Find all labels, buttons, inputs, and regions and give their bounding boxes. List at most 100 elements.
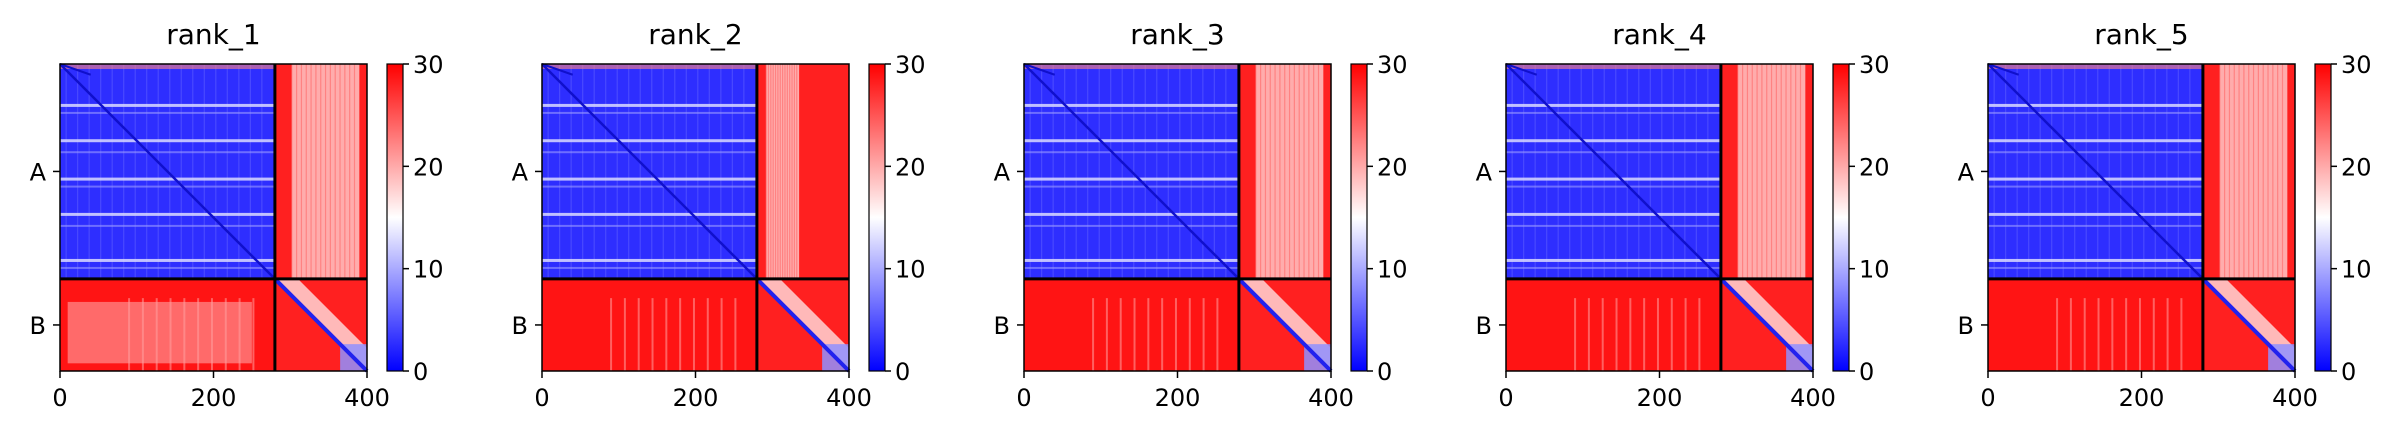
panel-title: rank_3 (1130, 18, 1224, 51)
aa-stripe-faint (1506, 151, 1721, 154)
aa-stripe (1024, 177, 1239, 181)
aa-stripe-faint (60, 266, 275, 269)
aa-stripe (1988, 177, 2203, 181)
aa-stripe-faint (1506, 266, 1721, 269)
aa-stripe (542, 177, 757, 181)
aa-stripe (1506, 177, 1721, 181)
colorbar-tick-label: 20 (413, 153, 444, 181)
colorbar-tick-label: 20 (895, 153, 926, 181)
x-tick-label: 0 (534, 384, 549, 412)
panel-title: rank_4 (1612, 18, 1706, 51)
aa-stripe-faint (1988, 224, 2203, 227)
x-tick-label: 0 (1016, 384, 1031, 412)
aa-stripe-faint (1024, 151, 1239, 154)
aa-stripe (1024, 139, 1239, 143)
aa-stripe-faint (1506, 224, 1721, 227)
y-tick-label-A: A (1476, 158, 1493, 186)
aa-diagonal (541, 63, 758, 280)
aa-stripe (60, 177, 275, 181)
colorbar-tick-label: 10 (895, 256, 926, 284)
aa-diagonal-upper (1987, 63, 2020, 76)
aa-stripe (1988, 212, 2203, 216)
y-tick-label-A: A (1958, 158, 1975, 186)
aa-stripe (1506, 258, 1721, 262)
y-tick-label-B: B (30, 312, 46, 340)
aa-stripe-faint (1988, 185, 2203, 188)
x-tick-label: 200 (673, 384, 719, 412)
aa-stripe-faint (1506, 111, 1721, 114)
aa-stripe-faint (60, 185, 275, 188)
panel-title: rank_5 (2094, 18, 2188, 51)
aa-stripe (542, 103, 757, 107)
aa-stripe (1988, 103, 2203, 107)
bb-diagonal (273, 277, 369, 373)
aa-diagonal-upper (1505, 63, 1538, 76)
aa-stripe-faint (542, 111, 757, 114)
heatmap-panel-4: rank_4 A B 0 200 400 0 10 20 30 (1476, 18, 1890, 412)
aa-stripe-faint (542, 185, 757, 188)
colorbar-tick-label: 10 (1377, 256, 1408, 284)
colorbar-tick-label: 20 (1859, 153, 1890, 181)
aa-diagonal-upper (59, 63, 92, 76)
bb-diagonal (1237, 277, 1333, 373)
colorbar (2314, 63, 2332, 372)
heatmap-panel-5: rank_5 A B 0 200 400 0 10 20 30 (1958, 18, 2372, 412)
y-tick-label-B: B (512, 312, 528, 340)
colorbar-tick-label: 0 (413, 358, 428, 386)
aa-diagonal (1023, 63, 1240, 280)
x-tick-label: 0 (52, 384, 67, 412)
aa-stripe-faint (60, 151, 275, 154)
colorbar-tick-label: 20 (1377, 153, 1408, 181)
block-b-a (1506, 278, 1721, 371)
bb-diagonal (755, 277, 851, 373)
aa-stripe-faint (1024, 266, 1239, 269)
x-tick-label: 200 (1637, 384, 1683, 412)
heatmap-panel-1: rank_1 A B 0 200 400 0 10 20 30 (30, 18, 444, 412)
colorbar-tick-label: 0 (895, 358, 910, 386)
colorbar-tick-label: 30 (1859, 51, 1890, 79)
x-tick-label: 200 (1155, 384, 1201, 412)
colorbar-tick-label: 10 (1859, 256, 1890, 284)
aa-stripe (542, 139, 757, 143)
colorbar-tick-label: 10 (2341, 256, 2372, 284)
y-tick-label-A: A (30, 158, 47, 186)
aa-top-edge (542, 64, 757, 69)
heatmap-panel-2: rank_2 A B 0 200 400 0 10 20 30 (512, 18, 926, 412)
bb-diagonal (1719, 277, 1815, 373)
x-tick-label: 200 (191, 384, 237, 412)
aa-stripe (60, 212, 275, 216)
y-tick-label-A: A (994, 158, 1011, 186)
y-tick-label-B: B (1476, 312, 1492, 340)
aa-top-edge (1988, 64, 2203, 69)
y-tick-label-A: A (512, 158, 529, 186)
aa-stripe-faint (1988, 151, 2203, 154)
aa-stripe (542, 212, 757, 216)
x-tick-label: 400 (344, 384, 390, 412)
aa-diagonal (59, 63, 276, 280)
aa-stripe-faint (1024, 111, 1239, 114)
bb-diagonal (2201, 277, 2297, 373)
colorbar (868, 63, 886, 372)
aa-stripe (1506, 103, 1721, 107)
colorbar-tick-label: 0 (2341, 358, 2356, 386)
colorbar-tick-label: 10 (413, 256, 444, 284)
colorbar (1350, 63, 1368, 372)
x-tick-label: 0 (1980, 384, 1995, 412)
aa-stripe (1506, 139, 1721, 143)
aa-diagonal (1987, 63, 2204, 280)
colorbar-tick-label: 30 (413, 51, 444, 79)
aa-stripe-faint (542, 266, 757, 269)
colorbar-tick-label: 30 (2341, 51, 2372, 79)
aa-stripe-faint (1024, 185, 1239, 188)
aa-stripe-faint (60, 111, 275, 114)
x-tick-label: 0 (1498, 384, 1513, 412)
colorbar-tick-label: 0 (1377, 358, 1392, 386)
x-tick-label: 400 (1308, 384, 1354, 412)
aa-top-edge (60, 64, 275, 69)
aa-stripe (1506, 212, 1721, 216)
colorbar-tick-label: 20 (2341, 153, 2372, 181)
aa-stripe-faint (1506, 185, 1721, 188)
aa-diagonal-upper (541, 63, 574, 76)
aa-stripe (1024, 258, 1239, 262)
